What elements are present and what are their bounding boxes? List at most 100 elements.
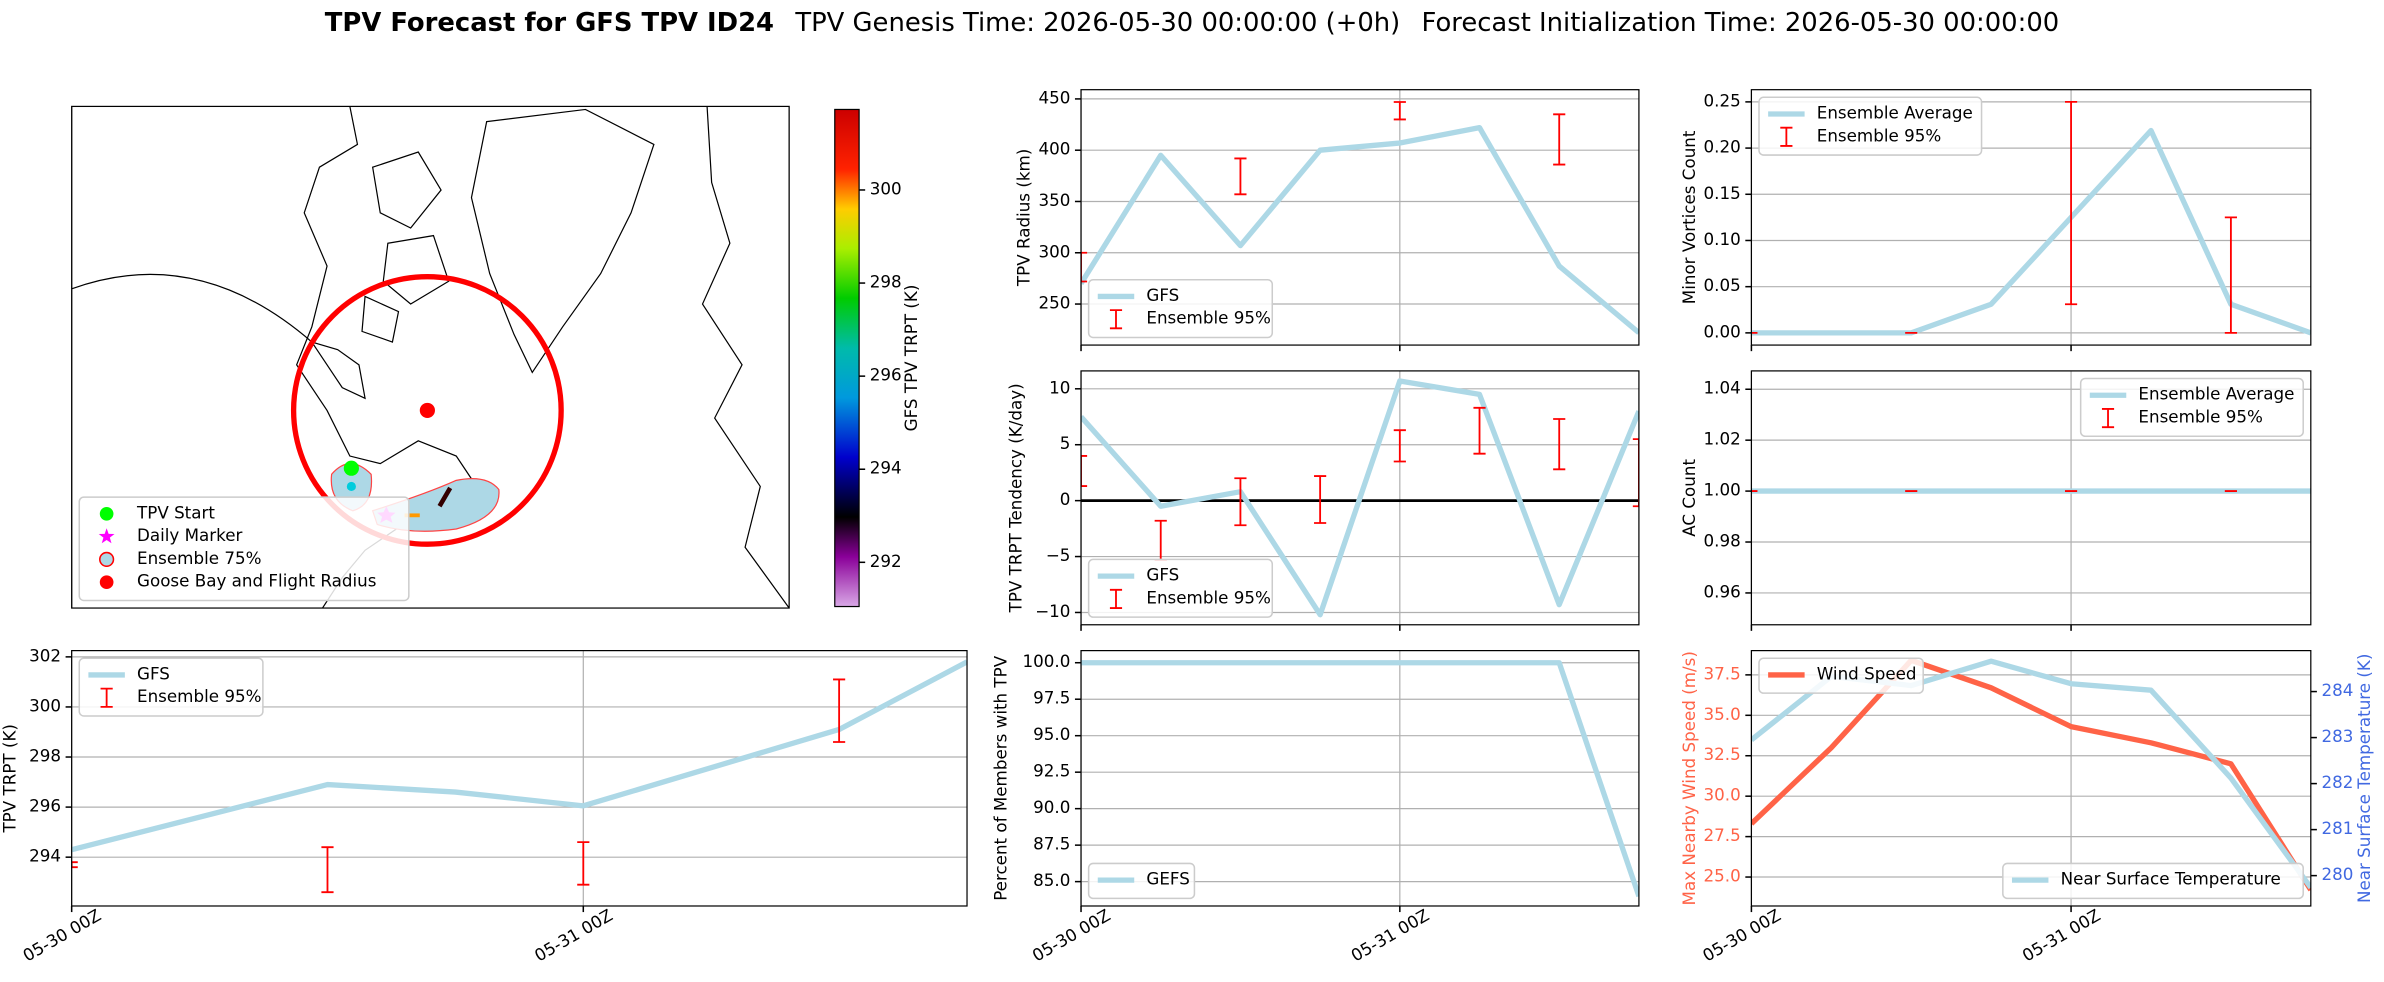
x-tick-label: 05-31 00Z bbox=[1347, 905, 1432, 966]
colorbar-tick-label: 298 bbox=[870, 272, 902, 292]
error-bar bbox=[1473, 406, 1486, 455]
legend-box bbox=[2002, 862, 2304, 900]
error-bar bbox=[1553, 113, 1566, 166]
legend-label: Ensemble 95% bbox=[1817, 125, 1941, 145]
legend-label: Ensemble Average bbox=[1817, 103, 1973, 123]
greenland bbox=[470, 108, 655, 374]
y-axis-label: Minor Vortices Count bbox=[1679, 130, 1699, 304]
legend-box bbox=[1087, 558, 1274, 618]
y-tick-label: 450 bbox=[1038, 87, 1070, 107]
colorbar-tick-label: 296 bbox=[870, 365, 902, 385]
y-tick-label: 1.04 bbox=[1704, 378, 1741, 398]
legend-label: Daily Marker bbox=[137, 525, 243, 545]
y-axis-label: TPV TRPT (K) bbox=[0, 724, 19, 834]
y-tick-label: 1.02 bbox=[1704, 429, 1741, 449]
legend-marker bbox=[1109, 309, 1123, 330]
y-tick-label: 25.0 bbox=[1704, 866, 1741, 886]
y-tick-label: 0.98 bbox=[1704, 531, 1741, 551]
y-tick-label: 85.0 bbox=[1033, 870, 1070, 890]
y-tick-label: 95.0 bbox=[1033, 724, 1070, 744]
y-tick-label: 92.5 bbox=[1033, 761, 1070, 781]
y-tick-label: 400 bbox=[1038, 139, 1070, 159]
error-bar bbox=[321, 846, 334, 894]
legend-marker bbox=[100, 687, 113, 708]
figure-title: TPV Forecast for GFS TPV ID24 TPV Genesis… bbox=[325, 7, 2059, 37]
error-bar bbox=[2064, 100, 2078, 306]
legend-box bbox=[1758, 96, 1983, 156]
series-line bbox=[71, 659, 968, 853]
colorbar-tick-label: 292 bbox=[870, 551, 902, 571]
plot-marks bbox=[1751, 100, 2311, 336]
legend-label: Near Surface Temperature bbox=[2061, 869, 2281, 889]
map-frame bbox=[71, 105, 790, 609]
error-bar bbox=[577, 841, 590, 886]
legend-marker bbox=[98, 528, 115, 544]
legend-label: Wind Speed bbox=[1817, 663, 1917, 683]
y-tick-label: 5 bbox=[1060, 433, 1071, 453]
legend-label: Ensemble 95% bbox=[137, 686, 261, 706]
y-tick-label: 300 bbox=[29, 695, 61, 715]
legend-label: Ensemble Average bbox=[2138, 384, 2294, 404]
legend-box bbox=[1087, 862, 1196, 900]
x-tick-label: 05-30 00Z bbox=[1029, 905, 1114, 966]
plot-frame bbox=[1750, 650, 2312, 907]
legend-label: Ensemble 75% bbox=[137, 548, 261, 568]
legend-box bbox=[78, 496, 410, 602]
colorbar-tick-label: 294 bbox=[870, 458, 902, 478]
x-tick-label: 05-31 00Z bbox=[531, 905, 616, 966]
error-bar bbox=[833, 678, 846, 743]
y-tick-label: 302 bbox=[29, 645, 61, 665]
y-tick-label: 0.25 bbox=[1704, 90, 1741, 110]
legend-label: GFS bbox=[137, 663, 170, 683]
y-tick-label: 0.05 bbox=[1704, 275, 1741, 295]
x-tick-label: 05-30 00Z bbox=[1699, 905, 1784, 966]
y-tick-label: 32.5 bbox=[1704, 744, 1741, 764]
error-bar bbox=[1632, 438, 1639, 508]
y2-tick-label: 281 bbox=[2321, 818, 2353, 838]
plot-marks bbox=[71, 659, 968, 894]
bay bbox=[310, 340, 366, 400]
y-tick-label: 0.10 bbox=[1704, 229, 1741, 249]
title: TPV Forecast for GFS TPV ID24 bbox=[325, 7, 774, 37]
y2-tick-label: 284 bbox=[2321, 680, 2353, 700]
error-bar bbox=[1081, 251, 1088, 283]
y-tick-label: 350 bbox=[1038, 190, 1070, 210]
land bbox=[701, 106, 790, 609]
series-line bbox=[1751, 127, 2311, 336]
y-tick-label: 0.15 bbox=[1704, 183, 1741, 203]
legend-marker bbox=[1780, 126, 1793, 147]
y-tick-label: 300 bbox=[1038, 241, 1070, 261]
legend-label: Ensemble 95% bbox=[1146, 587, 1270, 607]
y-tick-label: 30.0 bbox=[1704, 785, 1741, 805]
plot-frame bbox=[1080, 650, 1640, 907]
legend-label: Goose Bay and Flight Radius bbox=[137, 571, 376, 591]
y-tick-label: 87.5 bbox=[1033, 834, 1070, 854]
legend-label: GFS bbox=[1146, 285, 1179, 305]
legend-marker bbox=[1109, 588, 1123, 609]
x-tick-label: 05-30 00Z bbox=[19, 905, 104, 966]
y-tick-label: 294 bbox=[29, 846, 61, 866]
y-tick-label: 1.00 bbox=[1704, 480, 1741, 500]
y-tick-label: 90.0 bbox=[1033, 797, 1070, 817]
legend-marker bbox=[99, 506, 114, 521]
error-bar bbox=[1393, 101, 1406, 121]
series-line bbox=[1081, 378, 1639, 618]
legend-marker bbox=[2101, 408, 2115, 429]
error-bar bbox=[2224, 216, 2237, 334]
y-tick-label: −5 bbox=[1046, 545, 1071, 565]
islands bbox=[361, 151, 450, 343]
border bbox=[71, 273, 313, 343]
legend-box bbox=[2079, 377, 2304, 438]
y-tick-label: 97.5 bbox=[1033, 688, 1070, 708]
error-bar bbox=[1314, 475, 1327, 524]
y-tick-label: 0.20 bbox=[1704, 137, 1741, 157]
y-axis-label: AC Count bbox=[1679, 459, 1699, 537]
plot-frame bbox=[71, 650, 968, 907]
y2-tick-label: 283 bbox=[2321, 726, 2353, 746]
error-bar bbox=[71, 861, 78, 869]
track-segment bbox=[437, 486, 453, 508]
y2-axis-label: Near Surface Temperature (K) bbox=[2354, 654, 2374, 903]
colorbar bbox=[834, 108, 860, 608]
